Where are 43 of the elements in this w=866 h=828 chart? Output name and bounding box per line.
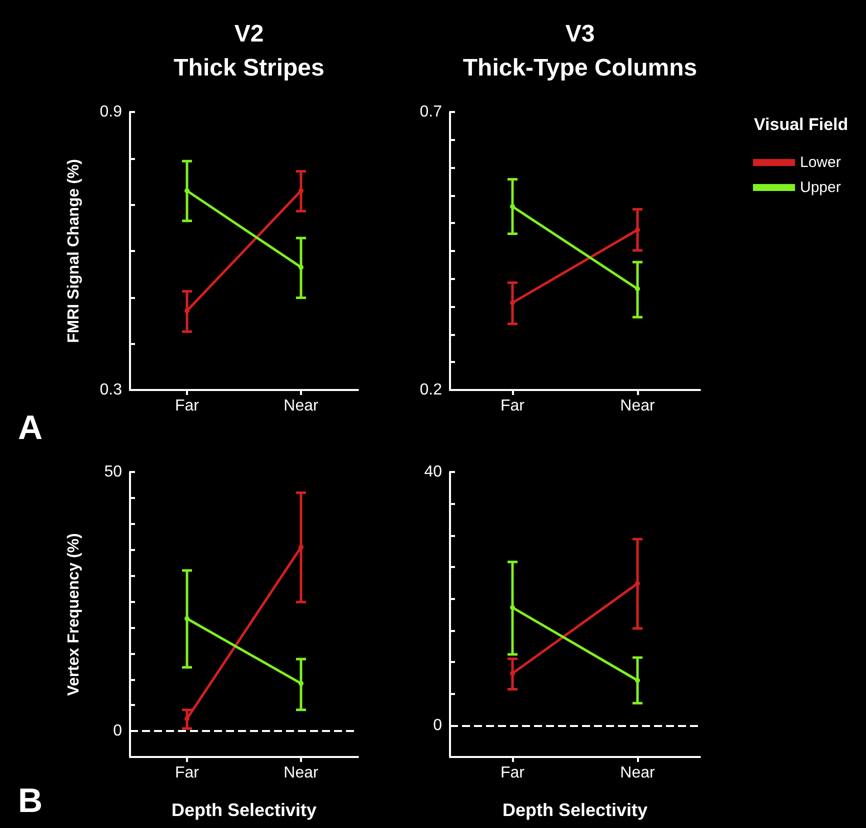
y-tick-label: 0: [433, 716, 442, 734]
point: [635, 286, 640, 292]
x-tick-label: Near: [620, 764, 656, 782]
y-tick-label: 40: [424, 464, 442, 480]
point: [510, 204, 515, 210]
point: [510, 300, 515, 306]
y-axis-title: Vertex Frequency (%): [66, 533, 82, 696]
x-tick-label: Near: [284, 764, 320, 782]
x-axis-title: Depth Selectivity: [502, 800, 648, 820]
text: A: [18, 409, 43, 447]
point: [298, 188, 304, 194]
x-tick-label: Near: [620, 398, 656, 414]
y-tick-label: 50: [104, 464, 122, 480]
text: B: [18, 782, 43, 820]
point: [184, 616, 190, 622]
point: [635, 580, 640, 586]
x-tick-label: Far: [500, 398, 526, 414]
point: [510, 670, 515, 676]
point: [510, 605, 515, 610]
point: [298, 680, 304, 686]
point: [298, 264, 304, 270]
y-tick-label: 0.3: [100, 382, 122, 398]
point: [635, 678, 640, 683]
y-tick-label: 0: [113, 722, 122, 740]
x-tick-label: Far: [175, 398, 200, 414]
point: [184, 716, 190, 722]
point: [635, 227, 640, 232]
point: [184, 308, 190, 314]
x-axis-title: Depth Selectivity: [171, 800, 317, 820]
x-tick-label: Far: [175, 764, 200, 782]
y-tick-label: 0.9: [100, 104, 122, 120]
legend-label: Upper: [800, 179, 841, 196]
chart-title: V3 Thick-Type Columns: [462, 20, 698, 82]
chart-title: V2 Thick Stripes: [174, 20, 324, 82]
x-tick-label: Far: [500, 764, 526, 782]
point: [298, 544, 304, 550]
legend-label: Lower: [800, 154, 841, 171]
x-tick-label: Near: [284, 398, 320, 414]
legend-title: Visual Field: [754, 115, 848, 134]
y-axis-title: FMRI Signal Change (%): [66, 159, 82, 343]
y-tick-label: 0.7: [420, 104, 442, 120]
y-tick-label: 0.2: [420, 382, 442, 398]
point: [184, 188, 190, 194]
